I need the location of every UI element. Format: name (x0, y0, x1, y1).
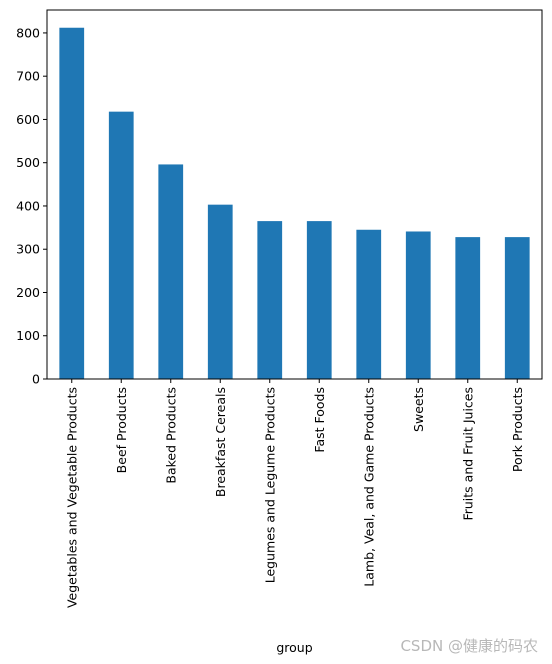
watermark: CSDN @健康的码农 (400, 637, 538, 655)
bar-0 (59, 27, 85, 379)
y-tick-label-5: 500 (16, 155, 40, 170)
x-tick-label-9: Pork Products (510, 387, 525, 472)
y-tick-label-3: 300 (16, 242, 40, 257)
bars-group (59, 27, 530, 380)
bar-2 (158, 164, 184, 379)
bar-6 (356, 229, 382, 379)
plot-frame (46, 9, 543, 380)
x-tick-label-2: Baked Products (163, 387, 178, 484)
y-axis: 0 100 200 300 400 500 600 700 800 (16, 25, 47, 387)
x-tick-label-7: Sweets (411, 387, 426, 432)
x-tick-label-1: Beef Products (114, 387, 129, 473)
y-tick-label-6: 600 (16, 112, 40, 127)
x-tick-label-4: Legumes and Legume Products (262, 387, 277, 583)
y-tick-label-1: 100 (16, 328, 40, 343)
bar-4 (257, 221, 283, 379)
x-tick-label-0: Vegetables and Vegetable Products (64, 387, 79, 608)
x-tick-label-5: Fast Foods (312, 387, 327, 453)
x-axis: Vegetables and Vegetable Products Beef Pr… (64, 379, 525, 608)
y-tick-label-0: 0 (32, 372, 40, 387)
bar-7 (405, 231, 431, 379)
y-tick-label-7: 700 (16, 69, 40, 84)
x-axis-title: group (276, 640, 312, 655)
bar-1 (108, 111, 134, 380)
bar-5 (306, 221, 332, 379)
y-tick-label-2: 200 (16, 285, 40, 300)
bar-8 (455, 237, 481, 379)
y-tick-label-4: 400 (16, 198, 40, 213)
x-tick-label-8: Fruits and Fruit Juices (460, 387, 475, 521)
bar-3 (207, 204, 233, 379)
x-tick-label-3: Breakfast Cereals (213, 387, 228, 497)
x-tick-label-6: Lamb, Veal, and Game Products (361, 387, 376, 587)
bar-9 (504, 237, 530, 379)
y-tick-label-8: 800 (16, 25, 40, 40)
